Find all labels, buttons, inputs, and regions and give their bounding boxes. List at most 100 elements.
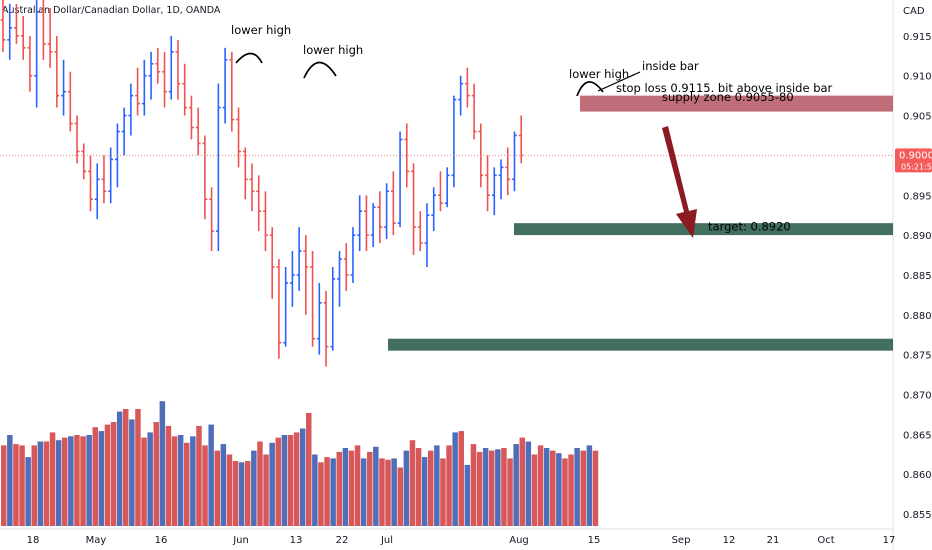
volume-bar: [208, 424, 214, 526]
volume-bar: [537, 445, 544, 526]
volume-bar: [458, 431, 464, 526]
volume-bar: [55, 440, 62, 526]
ohlc-bar: [168, 35, 174, 100]
ohlc-bar: [47, 7, 53, 68]
volume-bar: [519, 437, 525, 526]
volume-histogram: [1, 401, 599, 526]
volume-bar: [25, 457, 31, 526]
volume-bar: [7, 435, 13, 526]
ohlc-bar: [215, 83, 221, 252]
volume-bar: [80, 436, 86, 526]
price-tick-label: 0.91500: [903, 32, 932, 43]
ohlc-bar: [323, 290, 329, 367]
volume-bar: [367, 451, 373, 526]
volume-bar: [580, 450, 586, 526]
ohlc-bar: [108, 147, 114, 204]
annotation-lower-high-2: lower high: [303, 43, 363, 57]
price-tick-label: 0.90500: [903, 112, 932, 123]
volume-bar: [135, 409, 141, 526]
ohlc-bar: [101, 155, 107, 204]
ohlc-bar: [189, 95, 194, 140]
ohlc-bar: [505, 147, 511, 196]
price-tick-label: 0.89000: [903, 231, 932, 242]
volume-bar: [452, 432, 458, 526]
volume-bar: [501, 448, 507, 526]
zone-label: supply zone 0.9055-80: [662, 90, 794, 104]
ohlc-bar: [458, 75, 464, 116]
ohlc-bar: [384, 183, 390, 240]
lower-high-arc-3: [576, 81, 604, 97]
time-tick-label: 18: [27, 535, 40, 546]
current-price-tag-bg: [895, 148, 932, 173]
volume-bar: [360, 458, 367, 526]
ohlc-bar: [242, 147, 248, 200]
ohlc-bar: [464, 67, 470, 108]
ohlc-bar: [155, 47, 161, 84]
volume-bar: [123, 409, 129, 526]
volume-bar: [62, 437, 68, 526]
time-tick-label: 22: [336, 535, 349, 546]
price-tick-label: 0.85500: [903, 510, 932, 521]
volume-bar: [306, 412, 312, 526]
volume-bar: [476, 451, 483, 526]
volume-bar: [190, 436, 196, 526]
ohlc-bar: [27, 35, 33, 92]
time-tick-label: 17: [883, 535, 896, 546]
ohlc-bar: [249, 163, 255, 212]
zone-rect: [514, 223, 893, 236]
ohlc-bar: [283, 266, 289, 347]
ohlc-bar: [34, 0, 40, 108]
volume-bar: [184, 442, 190, 526]
ohlc-bar: [20, 15, 26, 60]
ohlc-bar: [61, 59, 66, 116]
ohlc-bar: [438, 171, 443, 212]
volume-bar: [31, 445, 37, 526]
time-axis[interactable]: 18 May 16 Jun 13 22 Jul Aug 15 Sep 12 21 Oct 17: [0, 528, 896, 546]
time-tick-label: 12: [723, 535, 736, 546]
volume-bar: [434, 445, 440, 526]
volume-bar: [104, 424, 111, 526]
volume-bar: [568, 454, 574, 526]
zone-rect: [388, 338, 893, 351]
ohlc-bar: [182, 63, 188, 116]
ohlc-bar: [40, 0, 46, 60]
volume-bar: [507, 458, 513, 526]
ohlc-bar: [431, 187, 437, 232]
ohlc-bar: [202, 135, 208, 220]
volume-bar: [464, 464, 471, 526]
volume-bar: [129, 419, 135, 526]
volume-bar: [92, 427, 98, 526]
ohlc-bar: [337, 251, 342, 307]
ohlc-bar: [121, 107, 127, 156]
volume-bar: [159, 401, 166, 526]
ohlc-bar: [289, 251, 295, 307]
volume-bar: [592, 450, 599, 526]
ohlc-bar: [222, 47, 228, 124]
ohlc-bar: [175, 39, 181, 100]
ohlc-bar: [485, 155, 490, 212]
volume-bar: [287, 435, 294, 526]
price-tick-label: 0.88000: [903, 311, 932, 322]
volume-bar: [245, 461, 251, 526]
volume-bar: [19, 445, 25, 526]
bar-countdown: 05:21:59: [901, 162, 932, 171]
ohlc-bar: [229, 51, 235, 132]
volume-bar: [263, 454, 269, 526]
zone-label: target: 0.8920: [708, 219, 791, 233]
volume-bar: [232, 461, 239, 526]
ohlc-bar: [195, 107, 201, 156]
ohlc-bar: [357, 195, 363, 252]
ohlc-bar: [397, 131, 403, 228]
volume-bar: [446, 445, 452, 526]
volume-bar: [556, 453, 562, 526]
volume-bar: [238, 462, 245, 526]
volume-bar: [482, 448, 489, 526]
volume-bar: [415, 448, 422, 526]
ohlc-bar: [451, 95, 457, 188]
volume-bar: [440, 458, 446, 526]
price-tick-label: 0.86500: [903, 430, 932, 441]
volume-bar: [141, 437, 147, 526]
volume-bar: [550, 450, 556, 526]
